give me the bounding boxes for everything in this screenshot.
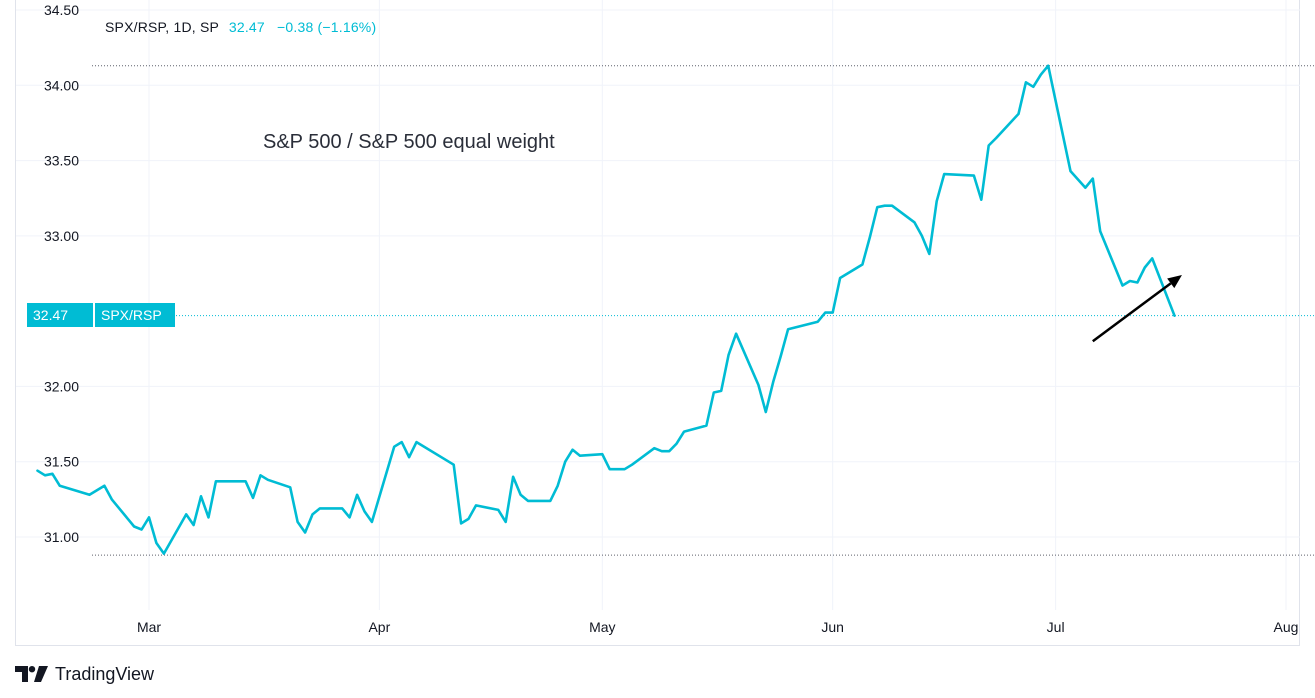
y-tick-label: 32.00 <box>44 378 79 394</box>
y-tick-label: 33.50 <box>44 153 79 169</box>
chart-legend[interactable]: SPX/RSP, 1D, SP 32.47 −0.38 (−1.16%) <box>105 19 376 35</box>
y-tick-label: 34.50 <box>44 2 79 18</box>
brand-name: TradingView <box>55 663 155 684</box>
x-tick-label: Jul <box>1047 619 1065 635</box>
chart-frame <box>15 0 1300 646</box>
y-tick-label: 33.00 <box>44 228 79 244</box>
x-tick-label: Aug <box>1274 619 1299 635</box>
arrow-shaft <box>1092 282 1172 343</box>
series-layer <box>36 64 1176 555</box>
y-tick-label: 31.00 <box>44 529 79 545</box>
arrow-head <box>1167 275 1182 289</box>
series-line <box>36 64 1176 555</box>
tradingview-brand[interactable]: TradingView <box>15 662 154 686</box>
x-tick-label: Jun <box>821 619 844 635</box>
y-axis: 34.50 34.00 33.50 33.00 32.00 31.50 31.00 <box>44 2 79 545</box>
x-axis: Mar Apr May Jun Jul Aug <box>137 619 1299 635</box>
y-tick-label: 34.00 <box>44 77 79 93</box>
x-tick-label: May <box>589 619 615 635</box>
x-tick-label: Mar <box>137 619 161 635</box>
legend-last-value: 32.47 <box>228 19 265 35</box>
price-tag-name: SPX/RSP <box>95 303 175 327</box>
grid-layer <box>16 0 1300 610</box>
chart-annotation-text: S&P 500 / S&P 500 equal weight <box>263 131 555 153</box>
x-tick-label: Apr <box>368 619 390 635</box>
price-tag-value: 32.47 <box>27 303 93 327</box>
tradingview-logo-icon <box>15 666 48 682</box>
annotation-arrow <box>1092 275 1182 343</box>
legend-change: −0.38 (−1.16%) <box>277 19 377 35</box>
legend-symbol: SPX/RSP, 1D, SP <box>105 19 219 35</box>
y-tick-label: 31.50 <box>44 454 79 470</box>
